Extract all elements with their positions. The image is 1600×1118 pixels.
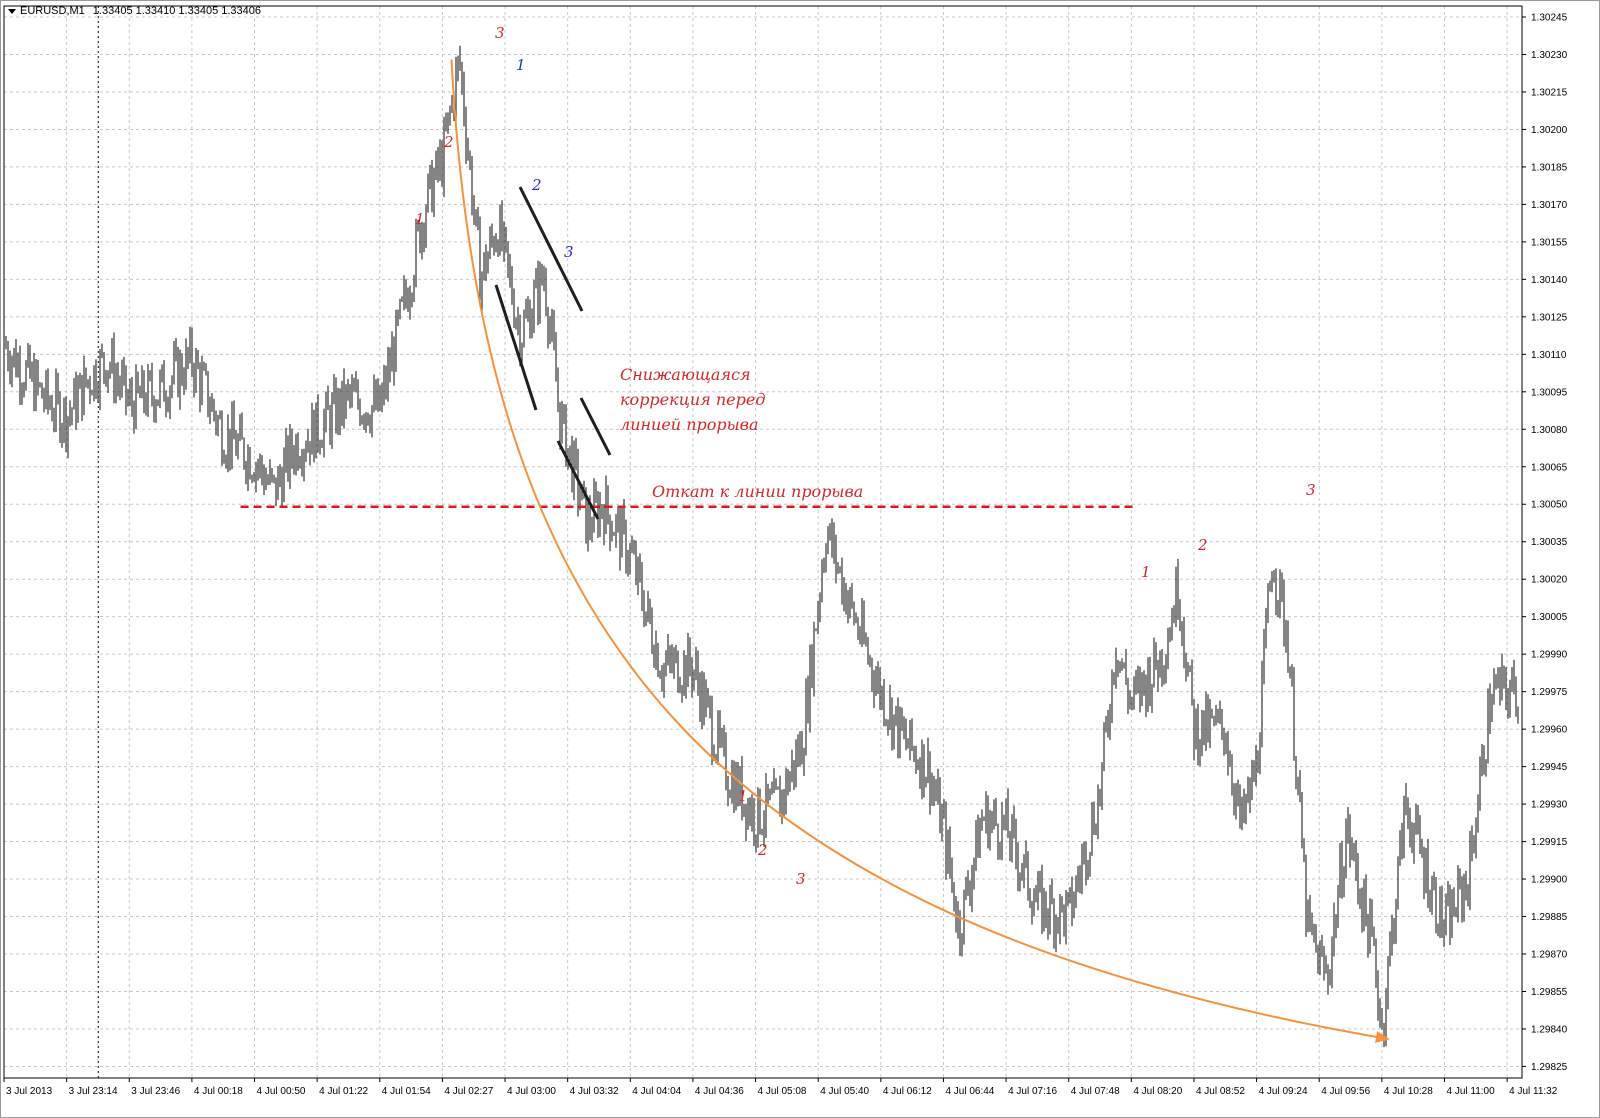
y-tick-label: 1.30230 xyxy=(1531,50,1568,61)
x-tick-label: 3 Jul 23:46 xyxy=(131,1086,180,1097)
x-tick-label: 4 Jul 10:28 xyxy=(1384,1086,1433,1097)
x-tick-label: 4 Jul 04:04 xyxy=(632,1086,681,1097)
y-tick-label: 1.30050 xyxy=(1531,500,1568,511)
x-tick-label: 4 Jul 01:54 xyxy=(382,1086,431,1097)
y-tick-label: 1.30155 xyxy=(1531,237,1568,248)
y-tick-label: 1.29840 xyxy=(1531,1024,1568,1035)
y-tick-label: 1.30020 xyxy=(1531,575,1568,586)
x-tick-label: 4 Jul 08:52 xyxy=(1196,1086,1245,1097)
channel-lower-line[interactable] xyxy=(494,284,538,411)
grid xyxy=(3,6,1522,1078)
y-tick-label: 1.29900 xyxy=(1531,875,1568,886)
y-tick-label: 1.29975 xyxy=(1531,687,1568,698)
x-tick-label: 4 Jul 04:36 xyxy=(695,1086,744,1097)
ohlc-readout: 1.33405 1.33410 1.33405 1.33406 xyxy=(92,5,262,17)
annotation-text: линией прорыва xyxy=(620,415,759,434)
chart-header: EURUSD,M1 1.33405 1.33410 1.33405 1.33406 xyxy=(8,5,261,17)
time-axis[interactable]: 3 Jul 2013 3 Jul 23:14 3 Jul 23:46 4 Jul 00… xyxy=(3,1078,1558,1097)
x-tick-label: 3 Jul 23:14 xyxy=(69,1086,118,1097)
x-tick-label: 4 Jul 06:44 xyxy=(945,1086,994,1097)
y-tick-label: 1.29855 xyxy=(1531,987,1568,998)
channel-upper-line[interactable] xyxy=(518,186,584,312)
x-tick-label: 4 Jul 05:40 xyxy=(820,1086,869,1097)
y-tick-label: 1.30245 xyxy=(1531,13,1568,24)
x-tick-label: 4 Jul 06:12 xyxy=(883,1086,932,1097)
x-tick-label: 4 Jul 07:16 xyxy=(1008,1086,1057,1097)
correction-upper-line[interactable] xyxy=(579,397,612,456)
y-tick-label: 1.29915 xyxy=(1531,837,1568,848)
x-tick-label: 4 Jul 11:00 xyxy=(1446,1086,1495,1097)
x-tick-label: 4 Jul 01:22 xyxy=(319,1086,368,1097)
wave-count-label: 2 xyxy=(443,133,454,151)
y-tick-label: 1.30185 xyxy=(1531,162,1568,173)
x-tick-label: 4 Jul 09:24 xyxy=(1259,1086,1308,1097)
y-tick-label: 1.30095 xyxy=(1531,387,1568,398)
y-tick-label: 1.30170 xyxy=(1531,200,1568,211)
wave-count-label: 1 xyxy=(415,210,425,228)
correction-lower-line[interactable] xyxy=(556,440,600,520)
y-tick-label: 1.30065 xyxy=(1531,462,1568,473)
wave-count-label: 3 xyxy=(1306,481,1316,499)
y-tick-label: 1.30035 xyxy=(1531,537,1568,548)
wave-count-label: 3 xyxy=(796,870,806,888)
wave-count-label: 1 xyxy=(516,56,526,74)
wave-count-label: 2 xyxy=(757,841,768,859)
decline-curve-arrow[interactable] xyxy=(450,59,1390,1043)
x-tick-label: 4 Jul 07:48 xyxy=(1071,1086,1120,1097)
y-tick-label: 1.29825 xyxy=(1531,1062,1568,1073)
y-tick-label: 1.29990 xyxy=(1531,650,1568,661)
y-tick-label: 1.30215 xyxy=(1531,87,1568,98)
x-tick-label: 4 Jul 05:08 xyxy=(758,1086,807,1097)
symbol-menu-icon[interactable] xyxy=(8,8,16,14)
annotation-text: Откат к линии прорыва xyxy=(652,482,863,501)
symbol-label: EURUSD,M1 xyxy=(20,5,85,17)
price-bars xyxy=(5,45,1519,1048)
annotation-text: Снижающаяся xyxy=(620,365,751,384)
x-tick-label: 3 Jul 2013 xyxy=(6,1086,53,1097)
wave-count-label: 2 xyxy=(531,176,542,194)
wave-count-label: 1 xyxy=(1141,563,1151,581)
x-tick-label: 4 Jul 02:27 xyxy=(444,1086,493,1097)
y-tick-label: 1.29885 xyxy=(1531,912,1568,923)
x-tick-label: 4 Jul 09:56 xyxy=(1321,1086,1370,1097)
x-tick-label: 4 Jul 11:32 xyxy=(1509,1086,1558,1097)
y-tick-label: 1.29945 xyxy=(1531,762,1568,773)
y-tick-label: 1.29930 xyxy=(1531,800,1568,811)
annotation-text: коррекция перед xyxy=(620,390,765,409)
x-tick-label: 4 Jul 03:32 xyxy=(570,1086,619,1097)
y-tick-label: 1.30125 xyxy=(1531,312,1568,323)
y-tick-label: 1.29870 xyxy=(1531,950,1568,961)
drawn-objects xyxy=(240,59,1390,1043)
y-tick-label: 1.30110 xyxy=(1531,350,1567,361)
wave-count-label: 3 xyxy=(564,243,574,261)
wave-count-label: 3 xyxy=(495,24,505,42)
x-tick-label: 4 Jul 00:50 xyxy=(257,1086,306,1097)
y-tick-label: 1.30005 xyxy=(1531,612,1568,623)
annotations: Снижающаяся коррекция перед линией прорыва… xyxy=(415,24,1316,888)
x-tick-label: 4 Jul 08:20 xyxy=(1133,1086,1182,1097)
x-tick-label: 4 Jul 03:00 xyxy=(507,1086,556,1097)
x-tick-label: 4 Jul 00:18 xyxy=(194,1086,243,1097)
wave-count-label: 2 xyxy=(1197,536,1208,554)
y-tick-label: 1.30140 xyxy=(1531,275,1568,286)
wave-count-label: 1 xyxy=(738,787,748,805)
y-tick-label: 1.30080 xyxy=(1531,425,1568,436)
y-tick-label: 1.30200 xyxy=(1531,125,1568,136)
y-tick-label: 1.29960 xyxy=(1531,725,1568,736)
price-axis[interactable]: 1.30245 1.30230 1.30215 1.30200 1.30185 1.301… xyxy=(1522,13,1568,1073)
